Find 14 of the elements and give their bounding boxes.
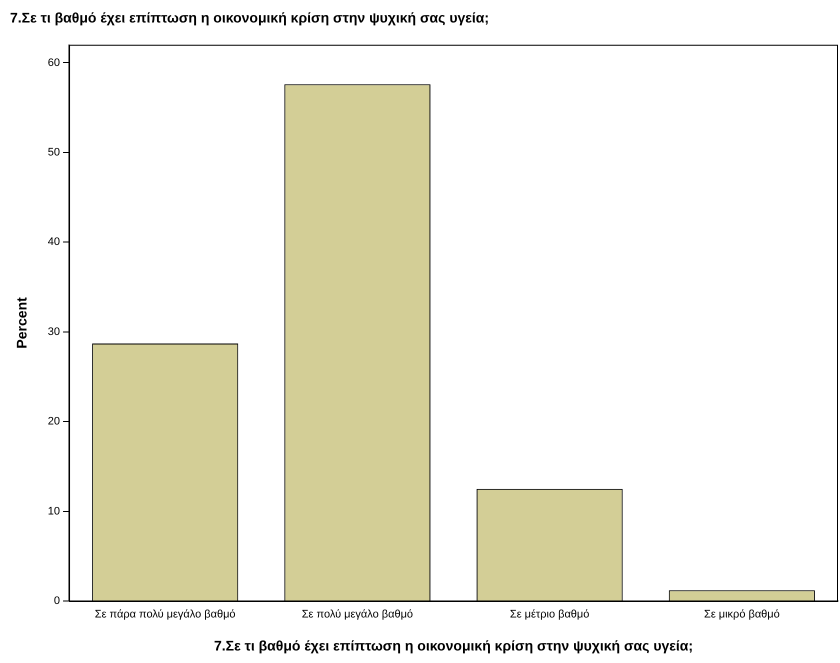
y-tick-label: 60	[48, 56, 60, 69]
y-tick-label: 40	[48, 236, 60, 248]
x-tick-label: Σε μικρό βαθμό	[704, 608, 780, 621]
x-tick-label: Σε πολύ μεγάλο βαθμό	[302, 608, 414, 621]
x-tick-label: Σε πάρα πολύ μεγάλο βαθμό	[94, 608, 236, 621]
y-tick-label: 30	[48, 326, 60, 338]
y-axis-title: Percent	[13, 296, 30, 349]
x-axis-title: 7.Σε τι βαθμό έχει επίπτωση η οικονομική κρίση στην ψυχική σας υγεία;	[214, 637, 694, 654]
y-tick-label: 50	[48, 146, 60, 158]
y-tick-label: 20	[48, 416, 60, 428]
x-tick-label: Σε μέτριο βαθμό	[510, 608, 590, 621]
y-tick-label: 10	[48, 505, 60, 518]
chart-title: 7.Σε τι βαθμό έχει επίπτωση η οικονομική κρίση στην ψυχική σας υγεία;	[10, 9, 490, 26]
y-tick-label: 0	[54, 595, 60, 608]
